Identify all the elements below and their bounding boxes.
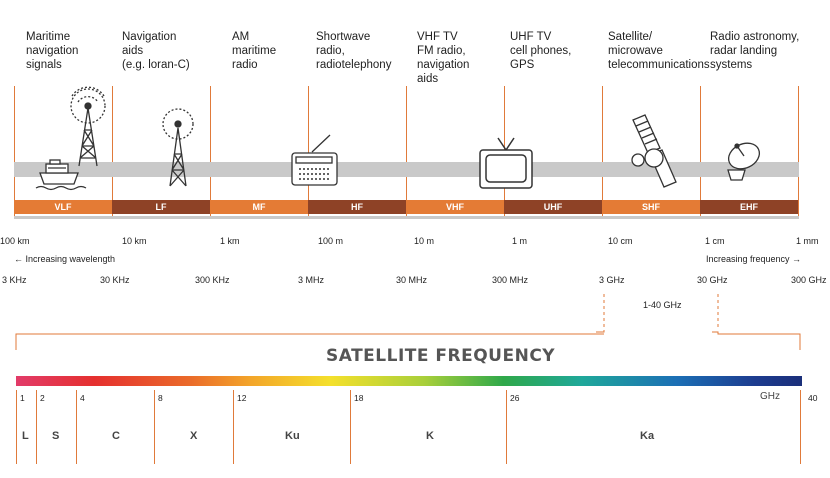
frequency-label: 300 KHz [195, 275, 230, 285]
band-hf: HF [308, 200, 406, 214]
category-vhf-tv: VHF TV FM radio, navigation aids [417, 31, 470, 85]
divider-line [602, 86, 603, 216]
satellite-gradient-bar [16, 376, 802, 386]
band-mf: MF [210, 200, 308, 214]
wavelength-label: 100 m [318, 236, 344, 246]
sat-tick [76, 390, 77, 464]
sat-tick-label: 1 [20, 393, 25, 403]
sat-tick-label: 12 [237, 393, 247, 403]
wavelength-label: 1 mm [796, 236, 819, 246]
category-shortwave-radio: Shortwave radio, radiotelephony [316, 31, 392, 71]
frequency-label: 3 KHz [2, 275, 27, 285]
wavelength-label: 10 m [414, 236, 435, 246]
radio-receiver-icon [291, 134, 338, 186]
range-bracket [15, 294, 801, 350]
ship-icon [35, 159, 87, 191]
divider-line [210, 86, 211, 216]
sat-band-c: C [112, 430, 120, 442]
spectrum-grey-bar [14, 162, 799, 177]
frequency-label: 30 KHz [100, 275, 130, 285]
divider-line [798, 86, 799, 216]
antenna-tower-icon [162, 108, 194, 187]
icon-layer [35, 86, 761, 191]
frequency-label: 30 MHz [396, 275, 428, 285]
sat-tick [36, 390, 37, 464]
category-radio-astronomy: Radio astronomy, radar landing systems [710, 31, 800, 71]
band-lf: LF [112, 200, 210, 214]
wavelength-label: 10 km [122, 236, 147, 246]
divider-line [308, 86, 309, 216]
band-shf: SHF [602, 200, 700, 214]
category-uhf-tv: UHF TV cell phones, GPS [510, 31, 572, 71]
wavelength-label: 1 cm [705, 236, 725, 246]
wavelength-label: 1 m [512, 236, 528, 246]
wavelength-label: 1 km [220, 236, 240, 246]
frequency-label: 3 MHz [298, 275, 325, 285]
wavelength-label: 10 cm [608, 236, 633, 246]
sat-tick-label: 18 [354, 393, 364, 403]
frequency-label: 3 GHz [599, 275, 625, 285]
divider-line [112, 86, 113, 216]
sat-tick [350, 390, 351, 464]
sat-tick-label: 26 [510, 393, 520, 403]
satellite-dish-icon [727, 142, 761, 181]
divider-line [406, 86, 407, 216]
band-vlf: VLF [14, 200, 112, 214]
band-uhf: UHF [504, 200, 602, 214]
increasing-wavelength-label: ← Increasing wavelength [14, 254, 116, 264]
sat-tick-label: 2 [40, 393, 45, 403]
category-satellite-microwave: Satellite/ microwave telecommunications [608, 31, 710, 71]
sat-band-ka: Ka [640, 430, 655, 442]
range-label: 1-40 GHz [643, 300, 682, 310]
satellite-icon [631, 114, 677, 188]
radio-tower-icon [70, 86, 106, 167]
category-am-maritime-radio: AM maritime radio [232, 31, 277, 71]
sat-band-ku: Ku [285, 430, 300, 442]
sat-tick-label: 4 [80, 393, 85, 403]
divider-line [14, 86, 15, 216]
category-navigation-aids: Navigation aids (e.g. loran-C) [122, 31, 190, 71]
sat-tick [800, 390, 801, 464]
wavelength-label: 100 km [0, 236, 30, 246]
increasing-frequency-label: Increasing frequency → [706, 254, 802, 264]
sat-band-x: X [190, 430, 198, 442]
frequency-label: 300 MHz [492, 275, 529, 285]
sat-tick-label: 8 [158, 393, 163, 403]
sat-tick [154, 390, 155, 464]
frequency-label: 30 GHz [697, 275, 728, 285]
band-vhf: VHF [406, 200, 504, 214]
sat-band-k: K [426, 430, 434, 442]
sat-unit-label: GHz [760, 391, 780, 402]
sat-tick [506, 390, 507, 464]
sat-tick [16, 390, 17, 464]
band-ehf: EHF [700, 200, 798, 214]
band-underline [14, 216, 799, 219]
category-maritime-navigation: Maritime navigation signals [26, 31, 79, 71]
sat-tick-label: 40 [808, 393, 818, 403]
sat-tick [233, 390, 234, 464]
sat-band-l: L [22, 430, 29, 442]
satellite-frequency-title: SATELLITE FREQUENCY [326, 346, 556, 366]
sat-band-s: S [52, 430, 60, 442]
divider-line [700, 86, 701, 216]
television-icon [479, 137, 533, 189]
frequency-label: 300 GHz [791, 275, 827, 285]
